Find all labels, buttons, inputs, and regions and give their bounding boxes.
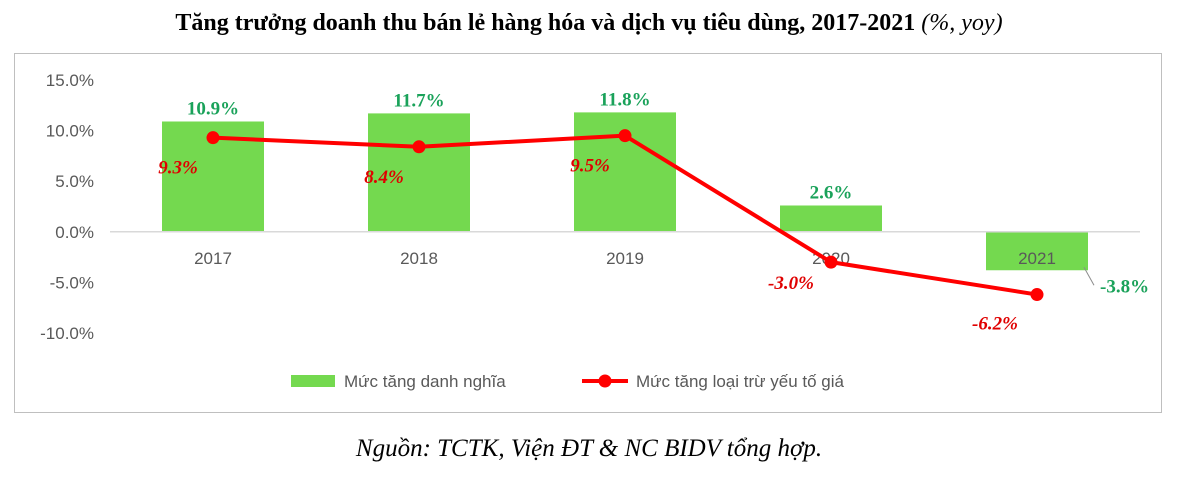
x-tick-label: 2019 <box>606 249 644 268</box>
bar <box>780 205 882 232</box>
y-tick-label: 15.0% <box>46 71 94 90</box>
source-note: Nguồn: TCTK, Viện ĐT & NC BIDV tổng hợp. <box>355 435 823 462</box>
bar <box>986 231 1088 271</box>
bar-data-label: 2.6% <box>810 182 853 203</box>
line-data-label: -3.0% <box>768 273 814 294</box>
chart-frame <box>14 53 1162 413</box>
line-data-label: 9.3% <box>158 158 198 179</box>
x-tick-label: 2018 <box>400 249 438 268</box>
chart-title-main: Tăng trưởng doanh thu bán lẻ hàng hóa và… <box>175 10 916 36</box>
legend-swatch-marker <box>598 374 612 388</box>
line-point <box>1030 288 1044 302</box>
line-point <box>618 129 632 143</box>
line-data-label: 8.4% <box>364 167 404 188</box>
y-tick-label: 10.0% <box>46 122 94 141</box>
line-point <box>206 131 220 145</box>
label-leader-line <box>1083 267 1095 286</box>
line-data-label: 9.5% <box>570 156 610 177</box>
bar-data-label: 11.7% <box>393 90 444 111</box>
legend-swatch-bar <box>291 375 335 387</box>
legend-label-bar: Mức tăng danh nghĩa <box>344 372 506 391</box>
bar-data-label: 11.8% <box>599 89 650 110</box>
line-point <box>824 255 838 269</box>
y-tick-label: 5.0% <box>55 172 94 191</box>
bar-data-label: -3.8% <box>1100 276 1149 297</box>
x-tick-label: 2021 <box>1018 249 1056 268</box>
line-point <box>412 140 426 154</box>
y-tick-label: 0.0% <box>55 223 94 242</box>
x-tick-label: 2017 <box>194 249 232 268</box>
y-tick-label: -5.0% <box>50 273 94 292</box>
bar-data-label: 10.9% <box>187 98 239 119</box>
chart-title: Tăng trưởng doanh thu bán lẻ hàng hóa và… <box>0 10 1178 37</box>
y-tick-label: -10.0% <box>40 324 94 343</box>
legend-label-line: Mức tăng loại trừ yếu tố giá <box>636 372 845 391</box>
chart-title-unit: (%, yoy) <box>921 10 1003 36</box>
bar <box>368 113 470 232</box>
line-data-label: -6.2% <box>972 314 1018 335</box>
